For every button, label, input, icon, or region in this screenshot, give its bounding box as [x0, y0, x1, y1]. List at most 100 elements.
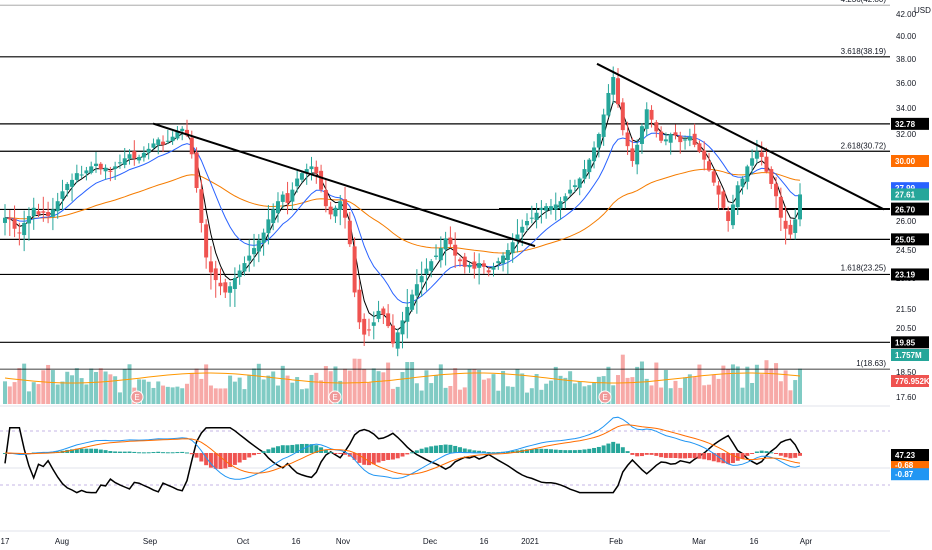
macd-histogram-bar [683, 453, 688, 459]
macd-histogram-bar [592, 447, 597, 453]
candle-body [414, 284, 419, 296]
volume-bar [232, 381, 237, 404]
volume-bar [774, 363, 779, 404]
volume-bar [515, 369, 520, 404]
volume-bar [740, 387, 745, 404]
macd-histogram-bar [788, 453, 793, 459]
candle-body [314, 166, 319, 174]
volume-bar [769, 368, 774, 404]
candle-body [7, 217, 12, 220]
candle-body [290, 189, 295, 202]
macd-histogram-bar [204, 453, 209, 466]
volume-bar [113, 376, 118, 404]
candle-body [477, 263, 482, 268]
volume-bar [405, 362, 410, 404]
macd-histogram-bar [764, 451, 769, 453]
macd-histogram-bar [778, 453, 783, 456]
macd-histogram-bar [252, 453, 257, 456]
trendlines[interactable] [152, 62, 885, 248]
candle-body [467, 264, 472, 268]
candle-body [798, 194, 802, 220]
macd-histogram-bar [98, 449, 103, 453]
candle-body [213, 268, 218, 281]
candle-body [381, 308, 386, 315]
candle-body [419, 276, 424, 283]
rsi-line [4, 427, 801, 494]
fib-level-label: 2.618(30.72) [841, 141, 887, 150]
volume-bar [419, 390, 424, 404]
macd-histogram-bar [161, 452, 166, 454]
time-tick-label: Sep [143, 537, 158, 546]
volume-bar [266, 375, 271, 404]
macd-histogram-bar [127, 451, 132, 453]
macd-histogram-bar [697, 453, 702, 459]
candle-body [659, 131, 664, 141]
price-badge-label: 30.00 [895, 157, 916, 166]
volume-bar [429, 383, 434, 404]
macd-histogram-bar [275, 446, 280, 453]
candle-body [448, 237, 453, 245]
macd-histogram-bar [438, 445, 443, 453]
volume-bar [36, 384, 41, 404]
candle-body [309, 166, 314, 170]
macd-histogram-bar [208, 453, 213, 468]
volume-bar [481, 379, 486, 404]
macd-histogram-bar [314, 445, 319, 453]
macd-histogram-bar [117, 451, 122, 453]
candle-body [26, 216, 31, 224]
volume-bar [707, 384, 712, 404]
macd-histogram-bar [429, 446, 434, 453]
macd-histogram-bar [103, 450, 108, 453]
macd-histogram-bar [242, 453, 247, 460]
macd-histogram-bar [184, 452, 189, 454]
candle-body [726, 211, 731, 221]
volume-bar [745, 366, 750, 404]
candle-body [333, 207, 338, 217]
volume-bar [26, 391, 31, 404]
volume-bar [572, 383, 577, 404]
volume-ma-badge-label: 776.952K [895, 377, 930, 386]
price-badge [891, 203, 929, 216]
horizontal-levels[interactable]: 4.236(42.80) 3.618(38.19) 2.618(30.72) 1.61… [0, 0, 890, 370]
volume-bar [362, 369, 367, 404]
volume-bar [467, 369, 472, 404]
macd-histogram-bar [338, 453, 343, 454]
candle-body [232, 278, 237, 289]
volume-bar [319, 380, 324, 404]
volume-bar [299, 389, 304, 404]
macd-histogram-bar [553, 449, 558, 453]
candle-body [759, 152, 764, 157]
candle-body [17, 232, 22, 234]
macd-histogram-bar [434, 445, 439, 453]
price-badge [891, 155, 929, 167]
candle-body [323, 190, 328, 207]
candle-body [606, 93, 611, 116]
candle-body [122, 158, 127, 165]
volume-bar [252, 368, 257, 404]
volume-bar [328, 371, 333, 404]
macd-histogram-bar [639, 453, 644, 457]
time-tick-label: 17 [1, 537, 10, 546]
macd-histogram-bar [587, 448, 592, 453]
volume-bar [290, 382, 295, 404]
volume-bar [654, 362, 659, 404]
volume-bar [280, 365, 285, 404]
candle-body [745, 166, 750, 182]
macd-histogram-bar [323, 449, 328, 453]
macd-histogram-bar [79, 448, 84, 453]
macd-histogram-bar [750, 453, 755, 454]
volume-ma-badge [891, 375, 929, 387]
candle-body [256, 240, 261, 252]
macd-histogram-bar [93, 448, 98, 453]
volume-bar [716, 378, 721, 404]
volume-bar [414, 383, 419, 404]
time-axis[interactable]: 17 Aug Sep Oct 16 Nov Dec 16 2021 Feb Mar 16 Apr [1, 537, 813, 546]
volume-bar [534, 374, 539, 404]
volume-bar [750, 382, 755, 404]
candle-body [721, 191, 726, 208]
candle-body [697, 143, 702, 152]
macd-histogram-bar [793, 453, 798, 458]
volume-bar [457, 389, 462, 404]
volume-bar [175, 386, 180, 404]
